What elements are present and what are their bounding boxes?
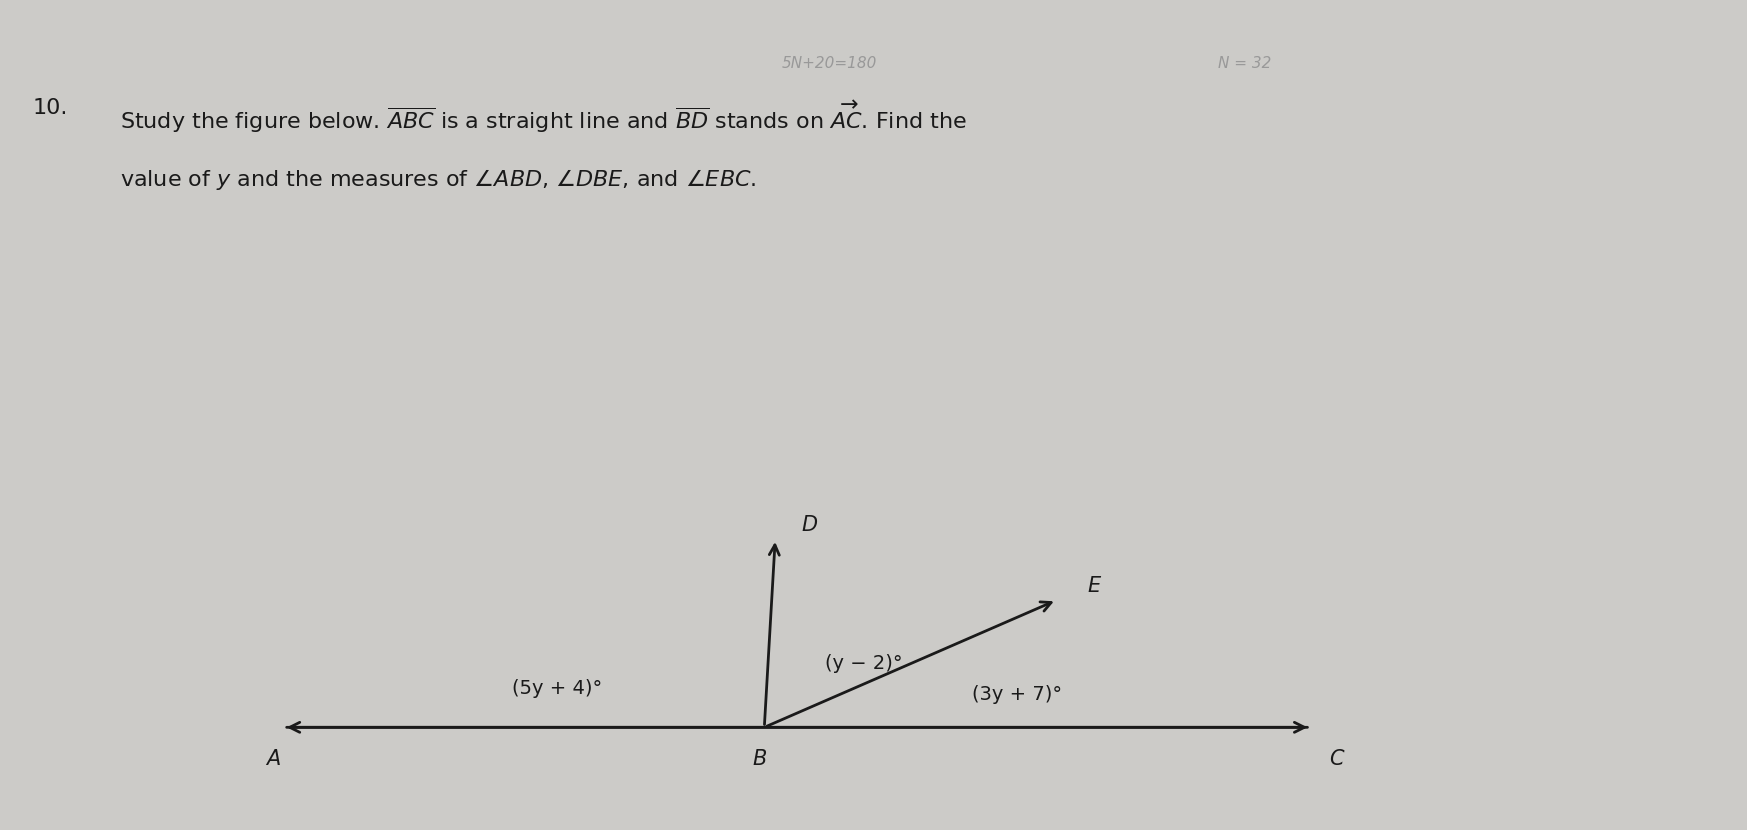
Text: E: E — [1087, 576, 1101, 596]
Text: 5N+20=180: 5N+20=180 — [783, 56, 877, 71]
Text: 10.: 10. — [33, 99, 68, 119]
Text: C: C — [1329, 749, 1343, 769]
Text: Study the figure below. $\overline{ABC}$ is a straight line and $\overline{BD}$ : Study the figure below. $\overline{ABC}$… — [121, 99, 966, 134]
Text: B: B — [753, 749, 767, 769]
Text: D: D — [802, 515, 818, 535]
Text: value of $y$ and the measures of $\angle ABD$, $\angle DBE$, and $\angle EBC$.: value of $y$ and the measures of $\angle… — [121, 167, 756, 192]
Text: (y − 2)°: (y − 2)° — [825, 654, 903, 672]
Text: A: A — [266, 749, 280, 769]
Text: (5y + 4)°: (5y + 4)° — [512, 679, 603, 698]
Text: N = 32: N = 32 — [1218, 56, 1272, 71]
Text: (3y + 7)°: (3y + 7)° — [971, 686, 1062, 705]
